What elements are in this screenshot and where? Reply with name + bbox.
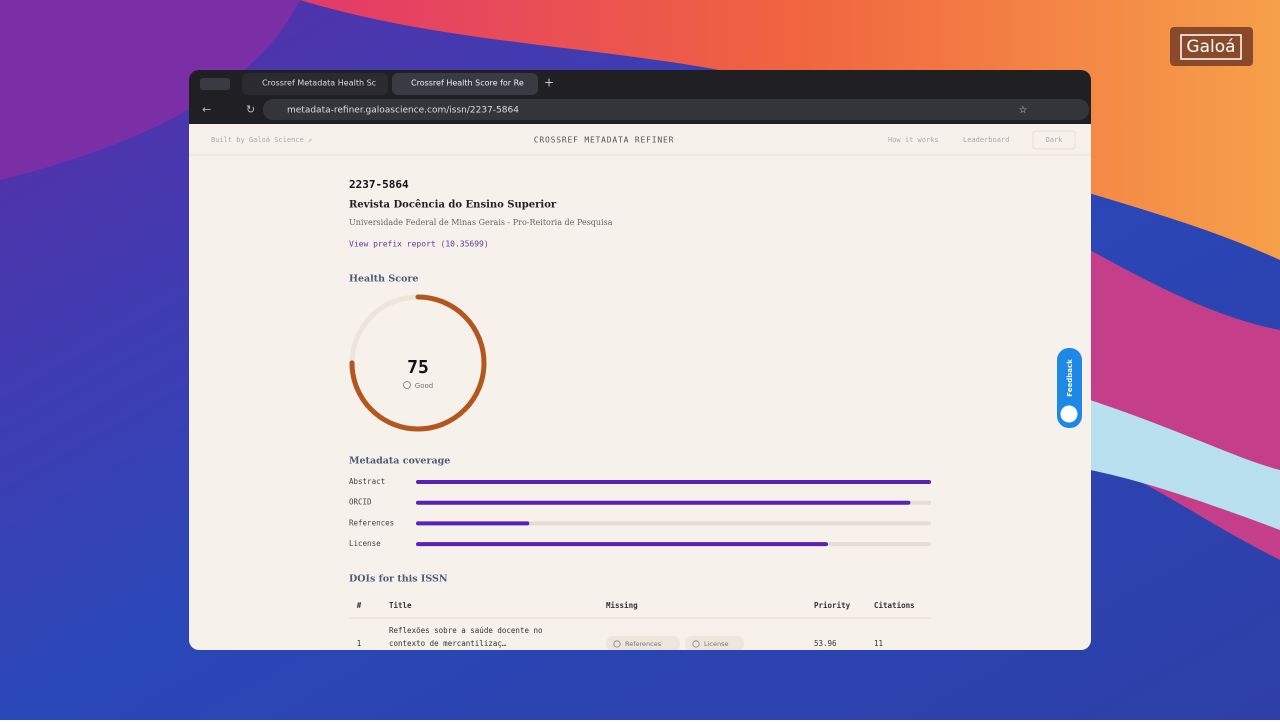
- page: [189, 124, 1091, 650]
- section-title: Metadata coverage: [349, 456, 450, 467]
- url[interactable]: metadata-refiner.galoascience.com/issn/2…: [287, 106, 519, 116]
- chip-icon: [613, 640, 621, 648]
- feedback-label: Feedback: [1066, 359, 1074, 397]
- reload[interactable]: ↻: [246, 103, 255, 116]
- section-title: Health Score: [349, 274, 418, 285]
- missing-label: References: [625, 640, 662, 648]
- wallpaper-wave: [300, 0, 1280, 260]
- coverage-track: [416, 521, 931, 526]
- tab[interactable]: [242, 73, 388, 95]
- brand-frame: [1180, 34, 1242, 60]
- built-by[interactable]: Built by Galoá Science ↗: [211, 136, 312, 144]
- address-bar[interactable]: [263, 99, 1089, 120]
- gauge-arc: [349, 294, 487, 432]
- section-title: DOIs for this ISSN: [349, 574, 448, 585]
- tab-title: Crossref Metadata Health Sc: [262, 79, 376, 88]
- missing-chip: [685, 636, 744, 650]
- column-header: #: [357, 601, 362, 610]
- browser-window: Crossref Metadata Health Sc Crossref Hea…: [189, 70, 1091, 650]
- check-icon: [403, 381, 411, 389]
- row-title[interactable]: contexto de mercantilizaç…: [389, 639, 507, 648]
- wallpaper-wave: [0, 0, 300, 180]
- coverage-label: License: [349, 539, 381, 548]
- back[interactable]: ←: [202, 103, 211, 116]
- coverage-bar: [416, 542, 828, 547]
- theme-label: Dark: [1046, 136, 1064, 144]
- score-label: Good: [415, 382, 433, 390]
- coverage-bar: [416, 500, 911, 505]
- wallpaper-wave: [1090, 400, 1280, 530]
- site-title: CROSSREF METADATA REFINER: [534, 136, 674, 145]
- bookmark[interactable]: ☆: [1019, 105, 1028, 116]
- tab-title: Crossref Health Score for Re: [411, 79, 524, 88]
- feedback-icon: [1059, 404, 1079, 424]
- nav-link[interactable]: How it works: [888, 136, 939, 144]
- coverage-bar: [416, 480, 931, 484]
- brand: Galoá: [1186, 37, 1235, 57]
- citations: 11: [874, 639, 883, 648]
- priority: 53.96: [814, 639, 837, 648]
- issn: 2237-5864: [349, 178, 409, 191]
- nav-link[interactable]: Leaderboard: [963, 136, 1009, 144]
- row-title[interactable]: Reflexões sobre a saúde docente no: [389, 626, 543, 635]
- tab-group[interactable]: [200, 78, 230, 90]
- missing-label: License: [704, 640, 729, 648]
- column-header: Priority: [814, 601, 851, 610]
- new-tab[interactable]: +: [544, 76, 554, 90]
- coverage-label: References: [349, 518, 394, 527]
- prefix-link[interactable]: View prefix report (10.35699): [349, 240, 489, 249]
- score-value: 75: [407, 357, 429, 378]
- journal-name: Revista Docência do Ensino Superior: [349, 200, 557, 211]
- tab-active[interactable]: [392, 73, 538, 95]
- row-index: 1: [357, 639, 362, 648]
- coverage-label: ORCID: [349, 498, 372, 507]
- column-header: Title: [389, 601, 412, 610]
- column-header: Missing: [606, 601, 638, 610]
- coverage-bar: [416, 521, 530, 526]
- coverage-label: Abstract: [349, 477, 385, 486]
- chip-icon: [692, 640, 700, 648]
- brand-box: [1170, 27, 1253, 66]
- column-header: Citations: [874, 601, 915, 610]
- missing-chip: [606, 636, 680, 650]
- publisher: Universidade Federal de Minas Gerais - P…: [349, 218, 613, 227]
- theme-toggle[interactable]: [1032, 130, 1076, 150]
